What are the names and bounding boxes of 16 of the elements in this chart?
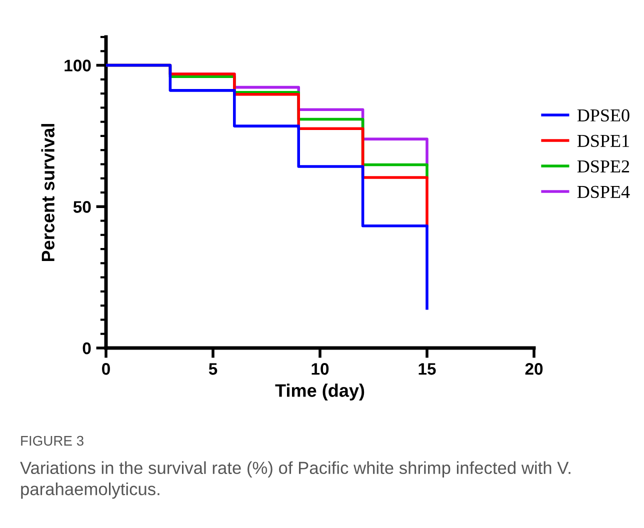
legend-label: DSPE1 xyxy=(577,134,629,147)
x-tick-label: 10 xyxy=(312,363,329,375)
caption: FIGURE 3 xyxy=(21,436,84,446)
x-tick-label: 15 xyxy=(418,363,436,375)
y-axis-title: Percent survival xyxy=(41,124,54,262)
y-tick-label: 0 xyxy=(82,342,91,354)
x-tick-label: 0 xyxy=(102,363,110,375)
x-tick-label: 20 xyxy=(525,363,543,375)
y-tick-label: 50 xyxy=(73,201,91,213)
y-tick-label: 100 xyxy=(64,60,91,72)
legend-label: DSPE2 xyxy=(577,160,630,173)
x-tick-label: 5 xyxy=(208,363,218,375)
legend-label: DSPE4 xyxy=(577,186,630,198)
legend-label: DPSE0 xyxy=(577,109,630,122)
x-axis-title: Time (day) xyxy=(275,384,364,401)
text: Variations in the survival rate (%) of Pacific white shrimp infected with V. parahaemolyticus. xyxy=(20,461,570,499)
